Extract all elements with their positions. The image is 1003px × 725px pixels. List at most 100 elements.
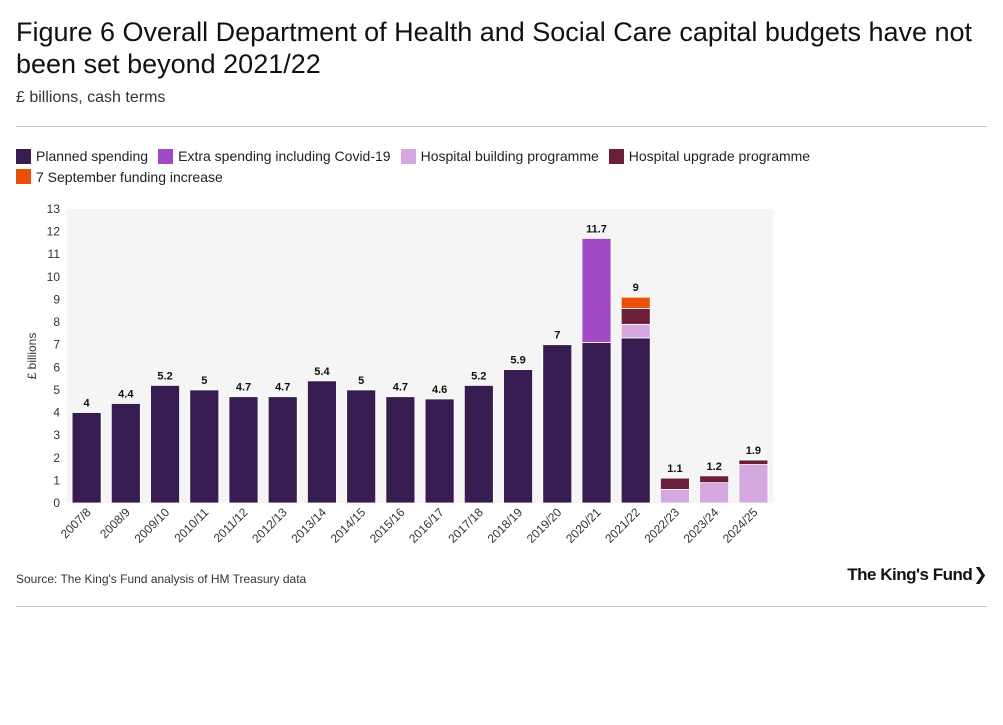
legend-swatch xyxy=(16,169,31,184)
data-label: 11.7 xyxy=(586,223,607,235)
data-label: 4.7 xyxy=(393,382,408,394)
data-label: 1.1 xyxy=(667,463,682,475)
x-tick-label: 2008/9 xyxy=(97,505,133,541)
x-tick-label: 2019/20 xyxy=(524,505,565,546)
data-label: 4.7 xyxy=(236,382,251,394)
legend-label: Extra spending including Covid-19 xyxy=(178,148,391,164)
x-tick-label: 2020/21 xyxy=(563,505,604,546)
legend-item: Hospital upgrade programme xyxy=(608,146,811,166)
legend-swatch xyxy=(400,148,416,164)
y-tick-label: 5 xyxy=(53,383,60,397)
y-axis-label: £ billions xyxy=(25,333,39,380)
data-label: 5 xyxy=(358,375,364,387)
data-label: 4.7 xyxy=(275,382,290,394)
x-tick-label: 2009/10 xyxy=(132,505,173,546)
y-tick-label: 7 xyxy=(53,338,60,352)
x-tick-label: 2013/14 xyxy=(288,505,329,546)
y-tick-label: 1 xyxy=(53,473,60,487)
bar-segment xyxy=(71,412,102,504)
bar-segment xyxy=(307,380,337,504)
bar-segment xyxy=(228,396,259,504)
y-tick-label: 9 xyxy=(53,292,60,306)
data-label: 1.2 xyxy=(707,461,722,473)
bar-segment xyxy=(660,477,690,490)
data-label: 1.9 xyxy=(746,445,761,457)
x-tick-label: 2021/22 xyxy=(602,505,643,546)
legend-item: Planned spending xyxy=(16,146,148,166)
data-label: 5.2 xyxy=(471,370,486,382)
bar-segment xyxy=(660,489,690,504)
bar-segment xyxy=(699,482,730,504)
x-tick-label: 2011/12 xyxy=(211,505,251,545)
bar-segment xyxy=(620,296,651,309)
bar-segment xyxy=(503,369,533,504)
bar-segment xyxy=(385,396,416,504)
y-tick-label: 12 xyxy=(47,225,61,239)
bar-segment xyxy=(581,342,612,504)
legend-swatch xyxy=(16,148,31,164)
data-label: 4.4 xyxy=(118,388,134,400)
bar-segment xyxy=(424,398,455,504)
y-tick-label: 0 xyxy=(53,496,60,510)
y-tick-label: 2 xyxy=(53,451,60,465)
x-tick-label: 2007/8 xyxy=(58,505,94,541)
bar-segment xyxy=(189,389,220,504)
x-tick-label: 2024/25 xyxy=(720,505,761,546)
bar-segment xyxy=(620,323,651,339)
bar-segment xyxy=(542,344,573,504)
bar-segment xyxy=(699,475,730,484)
chart-title: Figure 6 Overall Department of Health an… xyxy=(16,17,973,79)
legend-item: 7 September funding increase xyxy=(16,167,223,187)
y-tick-label: 11 xyxy=(48,247,61,261)
data-label: 4 xyxy=(84,398,91,410)
y-tick-label: 8 xyxy=(53,315,60,329)
legend-label: 7 September funding increase xyxy=(36,168,223,185)
legend-item: Extra spending including Covid-19 xyxy=(158,146,391,166)
bottom-divider xyxy=(16,606,987,607)
data-label: 5.9 xyxy=(510,355,525,367)
y-tick-label: 6 xyxy=(53,360,60,374)
x-tick-label: 2023/24 xyxy=(681,505,722,546)
data-label: 5.4 xyxy=(314,366,330,378)
bar-segment xyxy=(581,238,612,343)
x-tick-label: 2022/23 xyxy=(641,505,682,546)
bar-segment xyxy=(738,459,769,465)
source-note: Source: The King's Fund analysis of HM T… xyxy=(16,572,307,586)
top-divider xyxy=(16,126,987,127)
bar-segment xyxy=(110,403,141,504)
bar-segment xyxy=(150,384,180,504)
x-tick-label: 2014/15 xyxy=(328,505,369,546)
legend-item: Hospital building programme xyxy=(400,146,599,166)
y-tick-label: 4 xyxy=(53,406,60,420)
logo-chevron-icon: ❯ xyxy=(973,565,987,584)
legend-swatch xyxy=(158,148,174,164)
chart-legend: Planned spending Extra spending including… xyxy=(16,146,916,187)
y-tick-label: 10 xyxy=(47,270,61,284)
kings-fund-logo: The King's Fund❯ xyxy=(847,565,987,585)
logo-text: The King's Fund xyxy=(847,565,973,584)
bar-segment xyxy=(620,308,651,325)
legend-label: Hospital upgrade programme xyxy=(628,148,811,164)
bar-segment xyxy=(346,389,377,504)
bar-segment xyxy=(463,384,494,504)
data-label: 4.6 xyxy=(432,384,447,396)
data-label: 7 xyxy=(554,330,560,342)
data-label: 5 xyxy=(201,375,207,387)
legend-label: Hospital building programme xyxy=(420,148,599,164)
bar-segment xyxy=(738,464,769,504)
bar-segment xyxy=(267,396,298,504)
x-tick-label: 2015/16 xyxy=(367,505,408,546)
legend-label: Planned spending xyxy=(36,148,149,164)
data-label: 5.2 xyxy=(157,370,172,382)
data-label: 9 xyxy=(633,282,639,294)
bar-segment xyxy=(620,337,651,504)
plot-area xyxy=(67,209,773,503)
x-tick-label: 2018/19 xyxy=(485,505,526,546)
legend-swatch xyxy=(608,148,624,164)
x-tick-label: 2017/18 xyxy=(445,505,486,546)
x-tick-label: 2010/11 xyxy=(171,505,211,545)
chart-subtitle: £ billions, cash terms xyxy=(16,89,166,106)
x-tick-label: 2012/13 xyxy=(249,505,290,546)
y-tick-label: 13 xyxy=(47,202,61,216)
